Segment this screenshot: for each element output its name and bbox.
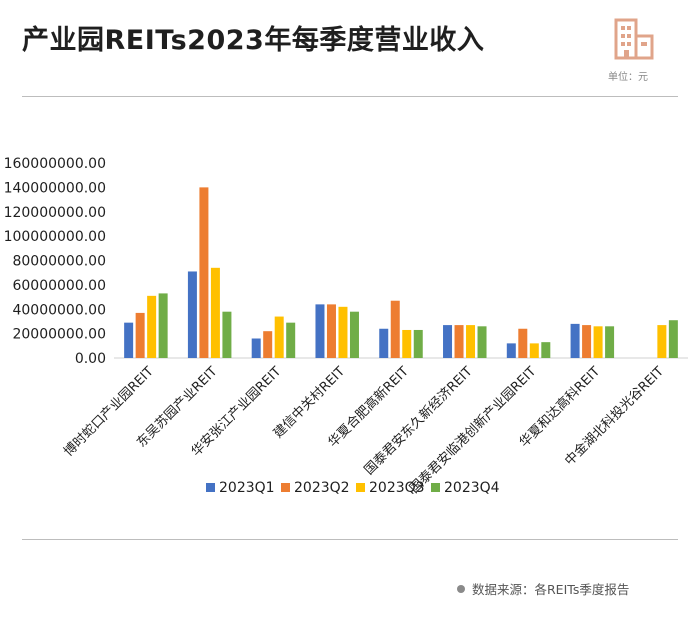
legend-label: 2023Q1 [219, 480, 275, 496]
bar [210, 267, 220, 358]
building-icon [614, 18, 654, 60]
bar [582, 325, 592, 358]
bar [315, 304, 325, 358]
page-title: 产业园REITs2023年每季度营业收入 [22, 25, 485, 56]
legend-label: 2023Q3 [369, 480, 425, 496]
bar [413, 329, 423, 358]
legend-swatch [206, 483, 215, 492]
bar [443, 325, 453, 358]
bottom-divider [22, 539, 678, 540]
bar [251, 338, 261, 358]
y-tick-label: 20000000.00 [12, 327, 106, 343]
bar [477, 326, 487, 358]
y-tick-label: 120000000.00 [4, 205, 106, 221]
y-tick-label: 60000000.00 [12, 278, 106, 294]
bar [349, 311, 359, 358]
bar [147, 295, 157, 358]
y-tick-label: 40000000.00 [12, 302, 106, 318]
legend-label: 2023Q2 [294, 480, 350, 496]
bar [529, 343, 539, 358]
y-tick-label: 140000000.00 [4, 180, 106, 196]
bar [274, 316, 284, 358]
bar [541, 342, 551, 358]
source-note: 数据来源：各REITs季度报告 [457, 579, 629, 598]
bar [135, 312, 145, 358]
bar [402, 329, 412, 358]
bar [379, 328, 389, 358]
bar [668, 320, 678, 358]
bar [338, 306, 348, 358]
y-tick-label: 0.00 [75, 351, 106, 367]
bar [657, 325, 667, 358]
legend-swatch [431, 483, 440, 492]
bar [466, 325, 476, 358]
y-tick-label: 160000000.00 [4, 156, 106, 172]
bar [390, 300, 400, 358]
bar [506, 343, 516, 358]
bar [570, 323, 580, 358]
bar [518, 328, 528, 358]
bar [286, 322, 296, 358]
legend-swatch [281, 483, 290, 492]
bar [158, 293, 168, 358]
bar [222, 311, 232, 358]
legend-label: 2023Q4 [444, 480, 500, 496]
bullet-dot [457, 584, 465, 593]
bar [326, 304, 336, 358]
y-tick-label: 100000000.00 [4, 229, 106, 245]
source-text: 数据来源：各REITs季度报告 [472, 582, 630, 597]
bar [263, 331, 273, 358]
bar [187, 271, 197, 358]
bar-chart: 0.00 20000000.00 40000000.00 60000000.00 800… [4, 156, 688, 496]
bar [605, 326, 615, 358]
y-tick-label: 80000000.00 [12, 254, 106, 270]
x-tick-label: 国泰君安东久新经济REIT [361, 363, 476, 478]
bar [199, 187, 209, 358]
bar [124, 322, 134, 358]
bar [593, 326, 603, 358]
x-tick-label: 国泰君安临港创新产业园REIT [406, 363, 539, 496]
top-divider [22, 96, 678, 97]
unit-label: 单位：元 [608, 72, 648, 83]
legend-swatch [356, 483, 365, 492]
bar [454, 325, 464, 358]
